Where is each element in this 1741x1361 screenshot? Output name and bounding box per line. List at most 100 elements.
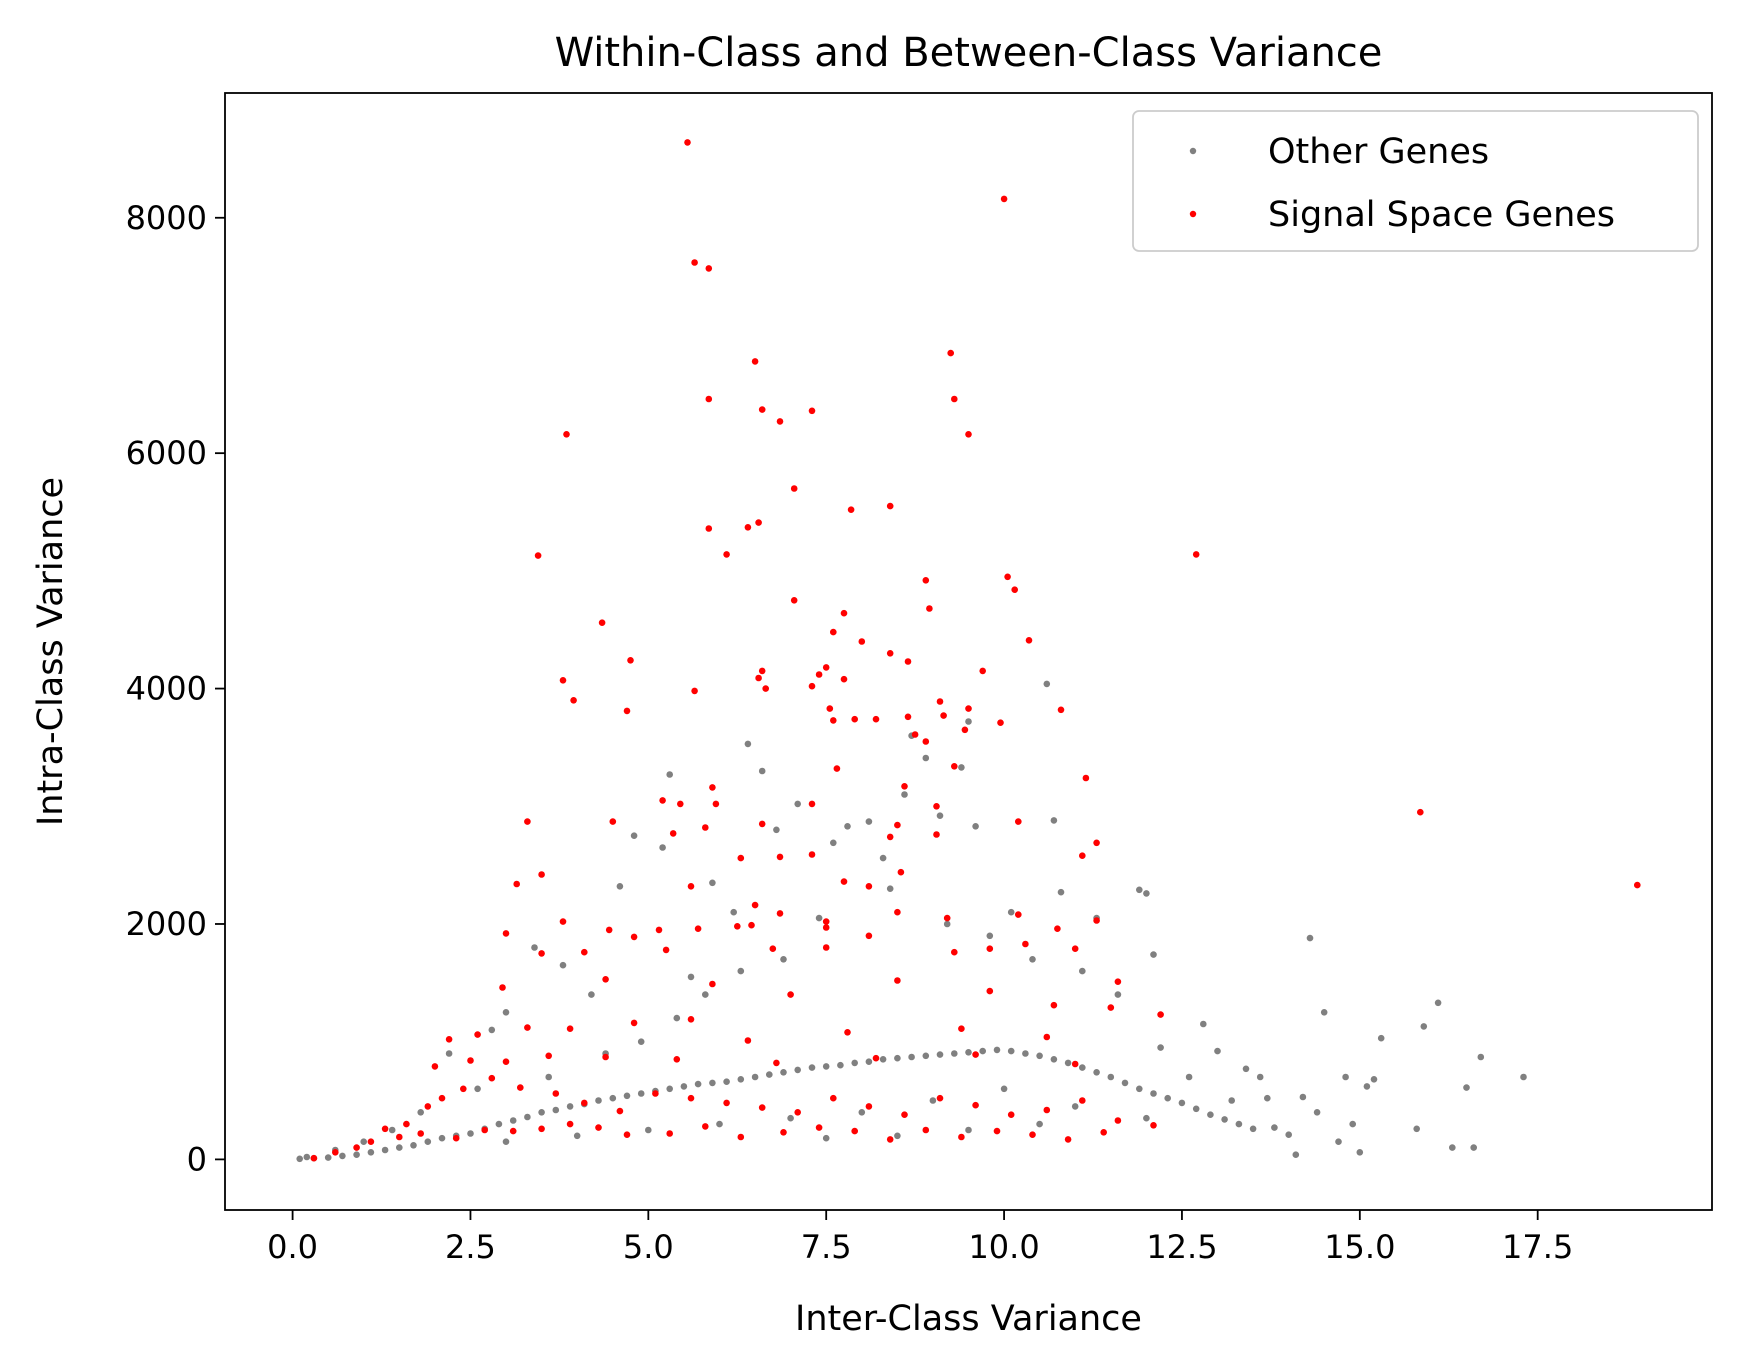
y-tick-label: 4000 <box>126 670 207 708</box>
point-other-gene <box>467 1130 474 1137</box>
point-signal-space-gene <box>417 1130 425 1137</box>
point-signal-space-gene <box>815 1124 823 1131</box>
point-other-gene <box>502 1009 510 1016</box>
point-signal-space-gene <box>460 1085 467 1093</box>
point-signal-space-gene <box>758 406 766 413</box>
point-signal-space-gene <box>581 948 588 956</box>
point-signal-space-gene <box>723 551 730 558</box>
point-signal-space-gene <box>886 502 894 510</box>
point-other-gene <box>894 1054 901 1062</box>
point-signal-space-gene <box>499 984 506 991</box>
point-other-gene <box>339 1152 346 1160</box>
point-signal-space-gene <box>997 719 1004 726</box>
point-signal-space-gene <box>605 926 613 934</box>
point-signal-space-gene <box>830 628 837 636</box>
point-other-gene <box>1264 1094 1271 1102</box>
point-signal-space-gene <box>922 1126 930 1134</box>
point-signal-space-gene <box>559 918 567 925</box>
point-signal-space-gene <box>702 1123 709 1130</box>
point-signal-space-gene <box>709 980 716 988</box>
point-signal-space-gene <box>886 1136 894 1143</box>
point-signal-space-gene <box>894 821 901 829</box>
point-signal-space-gene <box>1015 911 1022 918</box>
point-signal-space-gene <box>652 1090 659 1097</box>
legend: Other Genes Signal Space Genes <box>1132 110 1699 252</box>
point-signal-space-gene <box>502 930 510 937</box>
point-other-gene <box>559 961 567 969</box>
point-other-gene <box>965 1049 972 1056</box>
point-signal-space-gene <box>403 1120 410 1128</box>
point-signal-space-gene <box>563 431 570 438</box>
legend-label-signal-space-genes: Signal Space Genes <box>1268 195 1615 235</box>
point-other-gene <box>972 823 979 830</box>
point-other-gene <box>666 771 673 778</box>
point-signal-space-gene <box>474 1031 481 1038</box>
point-signal-space-gene <box>872 715 880 723</box>
y-tick-label: 0 <box>187 1140 207 1178</box>
point-other-gene <box>1192 1105 1200 1113</box>
point-other-gene <box>488 1026 496 1034</box>
point-signal-space-gene <box>822 918 830 925</box>
point-signal-space-gene <box>1054 925 1061 932</box>
point-signal-space-gene <box>808 407 816 415</box>
point-signal-space-gene <box>669 830 677 837</box>
point-signal-space-gene <box>694 925 702 932</box>
point-signal-space-gene <box>1114 1117 1122 1124</box>
point-other-gene <box>787 1114 794 1122</box>
point-signal-space-gene <box>581 1099 588 1107</box>
point-other-gene <box>595 1097 602 1104</box>
point-other-gene <box>388 1126 396 1134</box>
point-signal-space-gene <box>922 577 930 584</box>
point-signal-space-gene <box>886 833 894 841</box>
x-tick-label: 5.0 <box>623 1228 674 1266</box>
point-signal-space-gene <box>1015 818 1022 825</box>
point-signal-space-gene <box>808 800 816 808</box>
point-signal-space-gene <box>381 1125 389 1133</box>
point-signal-space-gene <box>1011 586 1018 593</box>
point-other-gene <box>1349 1120 1356 1128</box>
x-tick-label: 12.5 <box>1146 1228 1217 1266</box>
point-signal-space-gene <box>734 923 741 930</box>
point-other-gene <box>794 800 801 808</box>
point-other-gene <box>1477 1053 1485 1061</box>
point-other-gene <box>1022 1050 1029 1057</box>
point-other-gene <box>929 1097 937 1104</box>
x-tick-label: 7.5 <box>801 1228 852 1266</box>
point-signal-space-gene <box>933 831 940 838</box>
point-other-gene <box>936 812 944 819</box>
point-other-gene <box>830 839 837 847</box>
point-signal-space-gene <box>904 658 912 665</box>
point-other-gene <box>396 1144 403 1151</box>
point-signal-space-gene <box>1029 1131 1036 1138</box>
point-signal-space-gene <box>396 1133 403 1141</box>
point-other-gene <box>1470 1144 1477 1151</box>
point-signal-space-gene <box>691 259 698 266</box>
point-signal-space-gene <box>773 1059 780 1067</box>
point-signal-space-gene <box>1634 881 1641 889</box>
point-signal-space-gene <box>655 926 663 934</box>
point-other-gene <box>1007 1047 1015 1055</box>
point-other-gene <box>1242 1065 1250 1073</box>
y-axis-label: Intra-Class Variance <box>31 477 71 826</box>
point-signal-space-gene <box>936 1094 944 1102</box>
point-signal-space-gene <box>758 820 766 828</box>
point-signal-space-gene <box>833 765 841 772</box>
point-other-gene <box>865 818 873 825</box>
point-signal-space-gene <box>815 671 823 678</box>
point-signal-space-gene <box>1079 1097 1086 1104</box>
point-signal-space-gene <box>776 418 784 425</box>
point-signal-space-gene <box>630 1019 638 1027</box>
point-signal-space-gene <box>951 763 958 770</box>
point-signal-space-gene <box>488 1074 496 1082</box>
point-signal-space-gene <box>933 803 940 810</box>
point-signal-space-gene <box>545 1052 552 1060</box>
point-other-gene <box>815 914 823 922</box>
point-other-gene <box>1164 1094 1171 1102</box>
point-signal-space-gene <box>936 698 944 705</box>
point-other-gene <box>538 1109 545 1116</box>
point-other-gene <box>1363 1083 1371 1090</box>
point-signal-space-gene <box>794 1109 801 1116</box>
point-other-gene <box>410 1142 417 1149</box>
point-signal-space-gene <box>894 908 901 916</box>
point-signal-space-gene <box>865 883 873 890</box>
